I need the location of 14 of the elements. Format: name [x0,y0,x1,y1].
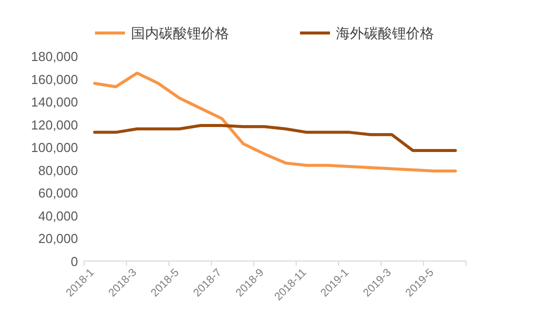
y-tick-label: 80,000 [38,162,78,178]
y-tick-label: 20,000 [38,231,78,246]
legend-label: 国内碳酸锂价格 [131,25,229,41]
line-series [93,72,457,173]
y-tick-label: 0 [70,254,78,269]
y-tick-label: 120,000 [31,117,78,132]
y-tick-label: 40,000 [38,208,78,224]
y-tick-label: 140,000 [31,94,78,110]
line-series [93,124,457,152]
y-tick-label: 60,000 [38,186,78,201]
y-tick-label: 160,000 [31,72,78,87]
legend-label: 海外碳酸锂价格 [336,25,434,41]
y-tick-label: 180,000 [31,49,78,64]
y-tick-label: 100,000 [31,140,78,156]
